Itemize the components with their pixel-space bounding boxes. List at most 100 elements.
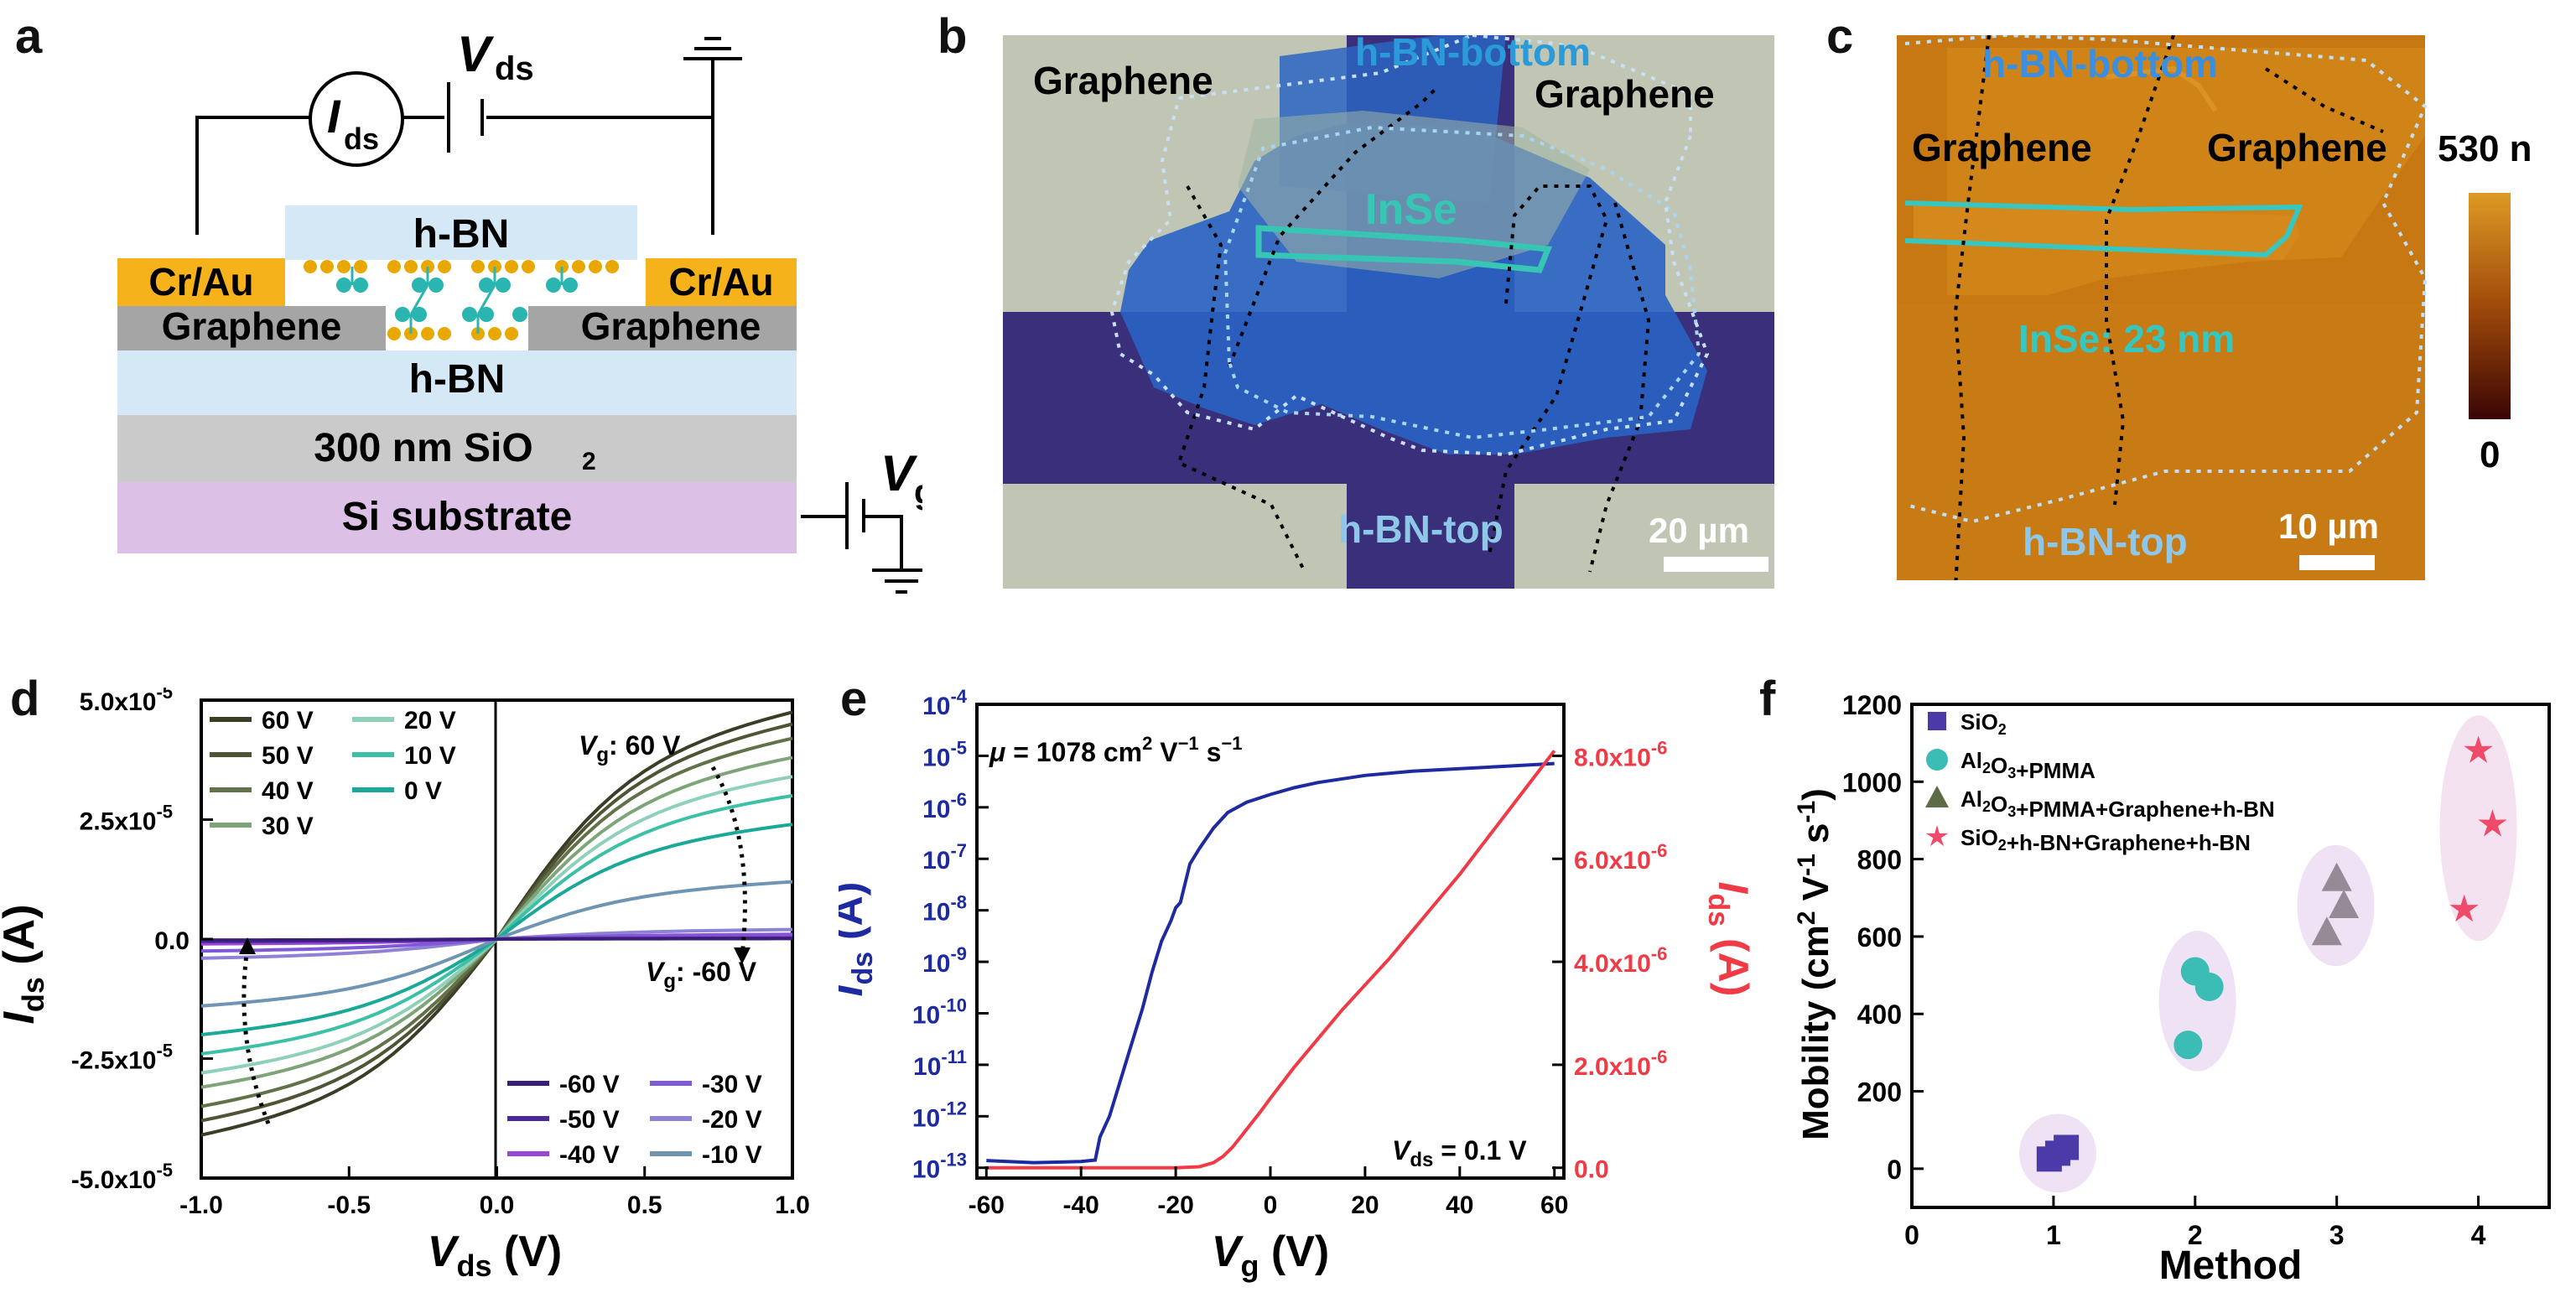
mobility-xlabel: Method [2159, 1243, 2303, 1288]
iv-legend-label: 40 V [262, 777, 314, 805]
iv-xtick-label: -1.0 [179, 1191, 223, 1219]
svg-text:Graphene: Graphene [581, 304, 761, 348]
mobility-legend-label: Al2O3+PMMA+Graphene+h-BN [1961, 786, 2275, 822]
iv-legend-label: -50 V [559, 1106, 620, 1134]
transfer-xtick-label: 0 [1264, 1191, 1278, 1219]
iv-legend-label: -20 V [702, 1106, 762, 1134]
transfer-left-tick: 10-9 [922, 943, 967, 978]
inse-outline-c [1904, 200, 2303, 258]
transfer-right-tick: 8.0x10-6 [1574, 737, 1667, 771]
svg-text:h-BN: h-BN [413, 212, 510, 257]
svg-text:ds: ds [344, 122, 379, 156]
top-hbn-layer [285, 205, 637, 260]
panel-letter-e: e [840, 672, 868, 726]
ammeter-circle [309, 71, 404, 167]
mobility-points [2036, 735, 2507, 1172]
iv-xtick-label: 0.5 [627, 1191, 662, 1219]
transfer-curve-linear [986, 750, 1556, 1170]
transfer-right-tick: 0.0 [1574, 1156, 1609, 1184]
iv-ytick-label: -5.0x10-5 [71, 1160, 173, 1194]
svg-text:2: 2 [582, 448, 596, 475]
svg-text:Si substrate: Si substrate [342, 495, 573, 539]
mobility-ytick-label: 0 [1887, 1155, 1902, 1185]
transfer-left-tick: 10-6 [922, 789, 967, 823]
mobility-ytick-label: 1200 [1842, 690, 1902, 720]
iv-legend-label: -60 V [559, 1071, 620, 1098]
mobility-ytick-label: 600 [1857, 922, 1902, 953]
svg-text:0: 0 [2480, 434, 2500, 475]
si-substrate-layer [117, 482, 797, 553]
iv-legend-label: 30 V [262, 812, 314, 840]
mobility-group-highlight [2439, 715, 2517, 942]
svg-text:Cr/Au: Cr/Au [148, 260, 253, 304]
iv-xlabel: Vds (V) [428, 1228, 562, 1283]
transfer-xtick-label: -40 [1063, 1191, 1099, 1219]
graphene-left-layer [117, 306, 386, 350]
iv-ytick-label: 0.0 [154, 927, 190, 955]
mobility-point [2054, 1134, 2080, 1160]
mobility-ytick-label: 1000 [1842, 767, 1902, 797]
svg-text:Cr/Au: Cr/Au [668, 260, 773, 304]
transfer-right-tick: 6.0x10-6 [1574, 840, 1667, 875]
crau-right [646, 258, 797, 306]
scale-bar-b [1664, 557, 1768, 572]
graphene-left-boundary [1228, 84, 1441, 367]
transfer-left-tick: 10-5 [922, 737, 967, 771]
transfer-left-tick: 10-12 [912, 1098, 967, 1132]
iv-legend-positive: 60 V 20 V 50 V 10 V 40 V 0 V 30 V [210, 707, 456, 840]
bottom-hbn-layer [117, 350, 797, 415]
mobility-annotation: μ = 1078 cm2 V−1 s−1 [989, 733, 1242, 767]
iv-legend-label: 50 V [262, 742, 314, 770]
iv-legend-label: -30 V [702, 1071, 762, 1098]
hbn-bottom-boundary [1109, 35, 1710, 457]
svg-text:530 nm: 530 nm [2438, 128, 2534, 169]
iv-curves [200, 710, 793, 1137]
ids-label: I [327, 90, 341, 143]
svg-text:Graphene: Graphene [2207, 126, 2387, 169]
mobility-legend: SiO2 Al2O3+PMMAAl2O3+PMMA+Graphene+h-BNSi… [1925, 709, 2275, 855]
transfer-left-tick: 10-4 [922, 688, 968, 720]
svg-text:300 nm SiO: 300 nm SiO [314, 426, 532, 470]
inse-outline [1255, 225, 1552, 273]
iv-ytick-label: 2.5x10-5 [80, 802, 173, 836]
mobility-legend-label: Al2O3+PMMA [1961, 748, 2096, 783]
svg-text:20 µm: 20 µm [1649, 511, 1749, 550]
light-flake [1238, 111, 1590, 278]
mobility-point [2449, 894, 2479, 922]
iv-xtick-label: -0.5 [327, 1191, 371, 1219]
inse-atoms [304, 260, 619, 340]
svg-text:h-BN-top: h-BN-top [1338, 507, 1504, 551]
mobility-point [2464, 735, 2493, 763]
svg-text:Graphene: Graphene [1912, 126, 2092, 169]
svg-text:ds: ds [495, 50, 534, 87]
transfer-xtick-label: 20 [1351, 1191, 1379, 1219]
mobility-ylabel: Mobility (cm2 V-1 s-1) [1793, 788, 1836, 1140]
iv-xtick-label: 1.0 [775, 1191, 810, 1219]
panel-letter-a: a [15, 9, 43, 64]
mobility-ytick-label: 800 [1857, 845, 1902, 875]
transfer-left-tick: 10-7 [922, 840, 967, 875]
mobility-legend-marker [1928, 712, 1946, 730]
transfer-ylabel-left: Ids (A) [839, 882, 879, 997]
svg-text:h-BN-bottom: h-BN-bottom [1982, 42, 2218, 86]
transfer-plot-frame [975, 703, 1566, 1180]
panel-letter-f: f [1759, 672, 1776, 726]
mobility-point [2194, 972, 2224, 1001]
iv-ytick-label: -2.5x10-5 [71, 1041, 173, 1075]
mobility-point [2321, 862, 2352, 891]
sio2-layer [117, 415, 797, 482]
iv-legend-label: 20 V [404, 707, 456, 735]
iv-legend-label: 0 V [404, 777, 442, 805]
mobility-xtick-label: 1 [2046, 1220, 2061, 1250]
transfer-xtick-label: -20 [1157, 1191, 1193, 1219]
vg-label: V [880, 445, 918, 501]
optical-image: Graphene Graphene h-BN-bottom InSe h-BN-… [1003, 35, 1774, 589]
mobility-xtick-label: 2 [2188, 1220, 2203, 1250]
transfer-xtick-label: 40 [1446, 1191, 1473, 1219]
svg-text:Graphene: Graphene [1033, 59, 1213, 102]
iv-legend-label: 10 V [404, 742, 456, 770]
iv-legend-label: -10 V [702, 1141, 762, 1169]
mobility-point [2174, 1030, 2203, 1060]
transfer-curves [986, 750, 1556, 1170]
mobility-legend-marker [1925, 825, 1949, 847]
